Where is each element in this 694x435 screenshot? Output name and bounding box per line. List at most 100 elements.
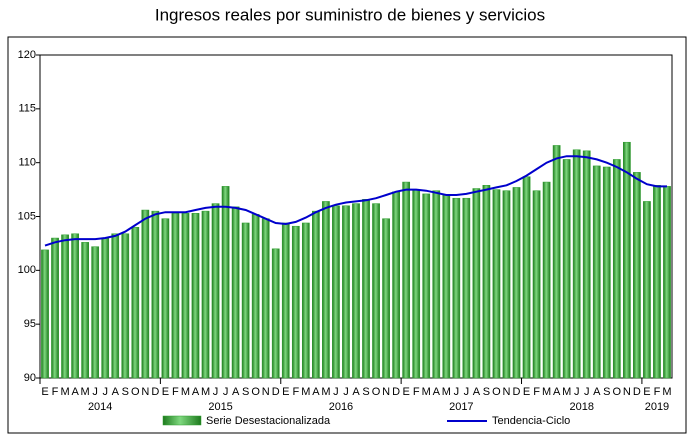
x-tick-label: A	[593, 386, 601, 398]
bar	[141, 209, 150, 379]
x-tick-label: F	[413, 386, 420, 398]
bar	[612, 159, 621, 379]
x-tick-label: N	[262, 386, 270, 398]
x-tick-label: M	[542, 386, 551, 398]
bar	[352, 203, 360, 379]
bar	[161, 218, 170, 379]
x-tick-label: J	[574, 386, 580, 398]
y-tick-label: 95	[24, 318, 36, 330]
x-tick-label: E	[162, 386, 169, 398]
x-tick-label: A	[312, 386, 320, 398]
bar	[312, 210, 320, 379]
bar	[492, 189, 501, 379]
bar	[452, 197, 461, 379]
bar	[181, 213, 190, 379]
bar	[512, 187, 521, 379]
x-tick-label: J	[343, 386, 349, 398]
bar	[482, 185, 491, 379]
x-tick-label: A	[433, 386, 441, 398]
x-tick-label: A	[71, 386, 79, 398]
x-tick-label: M	[662, 386, 671, 398]
x-tick-label: M	[81, 386, 90, 398]
y-tick-label: 120	[18, 49, 36, 61]
x-tick-label: S	[603, 386, 610, 398]
x-tick-label: F	[292, 386, 299, 398]
x-tick-label: E	[282, 386, 289, 398]
x-tick-label: D	[272, 386, 280, 398]
x-tick-label: M	[181, 386, 190, 398]
bar	[592, 165, 601, 379]
y-tick-label: 105	[18, 210, 36, 222]
bar	[643, 201, 651, 379]
x-tick-label: S	[483, 386, 490, 398]
x-tick-label: O	[251, 386, 260, 398]
x-tick-label: O	[131, 386, 140, 398]
x-tick-label: J	[102, 386, 108, 398]
bar	[392, 191, 400, 379]
bar	[432, 190, 441, 379]
x-tick-label: A	[232, 386, 240, 398]
bar	[332, 205, 340, 379]
x-tick-label: D	[392, 386, 400, 398]
bar	[231, 206, 240, 379]
x-tick-label: A	[192, 386, 200, 398]
x-tick-label: E	[402, 386, 409, 398]
bar	[81, 242, 90, 379]
x-tick-label: A	[553, 386, 561, 398]
x-tick-label: J	[92, 386, 98, 398]
x-tick-label: J	[333, 386, 339, 398]
year-label: 2017	[449, 401, 473, 413]
bar	[582, 150, 591, 379]
bar	[362, 199, 370, 379]
x-tick-label: S	[362, 386, 369, 398]
x-tick-label: O	[372, 386, 381, 398]
bar	[472, 188, 481, 379]
bar	[171, 213, 180, 379]
y-tick-label: 110	[18, 157, 36, 169]
x-tick-label: M	[321, 386, 330, 398]
bar	[101, 237, 110, 379]
bar	[572, 149, 581, 379]
year-label: 2019	[645, 401, 669, 413]
bar	[633, 172, 641, 379]
x-tick-label: D	[633, 386, 641, 398]
x-tick-label: J	[213, 386, 219, 398]
year-label: 2016	[329, 401, 353, 413]
bar	[151, 210, 160, 379]
x-tick-label: J	[584, 386, 590, 398]
y-tick-label: 115	[18, 103, 36, 115]
bar	[51, 237, 59, 379]
bar	[522, 176, 531, 379]
x-tick-label: E	[41, 386, 48, 398]
x-tick-label: M	[301, 386, 310, 398]
bar	[663, 186, 671, 379]
bar	[131, 227, 140, 379]
x-tick-label: M	[60, 386, 69, 398]
bar	[281, 222, 290, 379]
x-tick-label: A	[352, 386, 360, 398]
bar	[542, 181, 551, 379]
x-tick-label: D	[151, 386, 159, 398]
bar	[502, 190, 511, 379]
bar	[562, 159, 571, 379]
bar	[211, 203, 220, 379]
year-label: 2014	[88, 401, 112, 413]
bar	[653, 185, 661, 379]
bar	[382, 218, 390, 379]
bar	[71, 233, 79, 379]
x-tick-label: N	[382, 386, 390, 398]
bar	[111, 233, 120, 379]
x-tick-label: M	[442, 386, 451, 398]
x-tick-label: J	[464, 386, 470, 398]
bar	[301, 222, 310, 379]
x-tick-label: A	[112, 386, 120, 398]
bar	[91, 246, 100, 379]
bar	[402, 181, 411, 379]
bar	[322, 201, 330, 379]
x-tick-label: M	[562, 386, 571, 398]
bar	[602, 166, 611, 379]
x-tick-label: F	[533, 386, 540, 398]
x-tick-label: N	[141, 386, 149, 398]
bar	[422, 193, 431, 379]
x-tick-label: E	[523, 386, 530, 398]
